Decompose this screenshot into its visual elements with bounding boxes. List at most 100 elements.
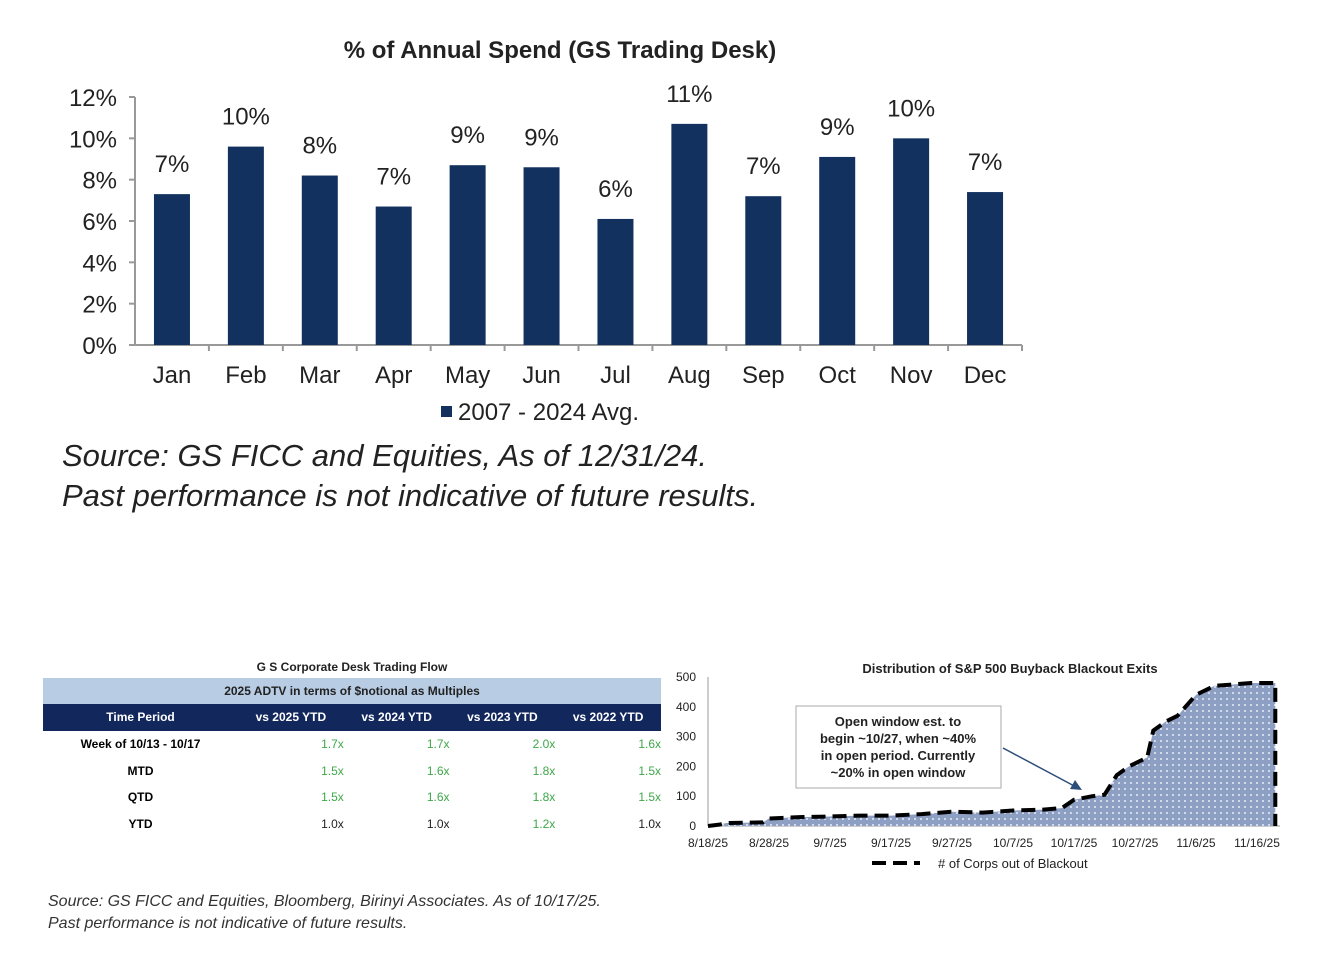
table-row: MTD 1.5x 1.6x 1.8x 1.5x <box>43 758 662 785</box>
y-tick-label: 4% <box>82 250 117 277</box>
table-cell: 1.6x <box>638 737 661 751</box>
series-line <box>707 681 1278 828</box>
table-cell: 1.6x <box>426 790 450 804</box>
table-cell: 1.5x <box>638 763 661 778</box>
table-row: YTD 1.0x 1.0x 1.2x 1.0x <box>43 811 662 838</box>
table-header: Time Period vs 2025 YTD vs 2024 YTD vs 2023… <box>43 704 661 731</box>
chart-title: Distribution of S&P 500 Buyback Blackout… <box>862 661 1157 676</box>
disclaimer-line: Past performance is not indicative of fu… <box>62 478 759 513</box>
annotation-text: Open window est. to <box>835 714 961 729</box>
data-label: 10% <box>222 104 270 131</box>
table-cell: 1.7x <box>426 737 450 751</box>
legend-label: 2007 - 2024 Avg. <box>458 399 639 426</box>
row-label: MTD <box>127 763 154 778</box>
table-title: G S Corporate Desk Trading Flow <box>256 660 448 674</box>
bar-feb <box>227 146 264 345</box>
x-tick-label: Mar <box>299 362 340 389</box>
x-tick-label: Nov <box>890 362 933 389</box>
y-tick-label: 12% <box>69 85 117 112</box>
y-tick-label: 10% <box>69 126 117 153</box>
data-label: 7% <box>968 149 1003 176</box>
bar-aug <box>671 123 708 345</box>
table-cell: 1.0x <box>638 816 661 831</box>
bar-jul <box>597 218 634 345</box>
x-tick-label: May <box>445 362 490 389</box>
table-cell: 1.0x <box>321 816 344 831</box>
table-cell: 1.2x <box>532 816 556 831</box>
table-cell: 1.8x <box>532 790 556 804</box>
annotation-text: ~20% in open window <box>831 765 967 780</box>
y-tick-label: 8% <box>82 168 117 195</box>
arrow-head <box>1070 780 1082 790</box>
monthly-spend-chart: % of Annual Spend (GS Trading Desk) 0% 2% 4… <box>69 37 1023 426</box>
bar-jun <box>523 167 560 345</box>
x-tick-label: Aug <box>668 362 711 389</box>
annotation-box <box>795 705 1002 789</box>
table-cell: 2.0x <box>532 737 556 751</box>
legend-swatch <box>441 406 452 417</box>
annotation-text: begin ~10/27, when ~40% <box>820 731 977 746</box>
source-line: Source: GS FICC and Equities, Bloomberg,… <box>48 893 601 910</box>
table-cell: 1.8x <box>532 763 556 778</box>
data-label: 6% <box>598 176 633 203</box>
column-header: Time Period <box>106 710 175 724</box>
y-tick-label: 0% <box>82 333 117 360</box>
x-tick-label: 9/27/25 <box>932 836 972 850</box>
y-tick-label: 400 <box>676 700 696 714</box>
chart-title: % of Annual Spend (GS Trading Desk) <box>344 37 776 64</box>
x-tick-label: 9/7/25 <box>813 836 847 850</box>
bar-may <box>449 165 486 345</box>
y-tick-label: 6% <box>82 209 117 236</box>
y-tick-label: 2% <box>82 292 117 319</box>
bar-apr <box>375 206 412 345</box>
annotation-text: in open period. Currently <box>821 748 976 763</box>
x-tick-label: 9/17/25 <box>871 836 911 850</box>
trading-flow-table: G S Corporate Desk Trading Flow 2025 ADT… <box>43 658 661 837</box>
source-line: Source: GS FICC and Equities, As of 12/3… <box>62 438 708 473</box>
table-cell: 1.5x <box>638 790 661 804</box>
x-tick-label: 8/18/25 <box>688 836 728 850</box>
source-note-bottom: Source: GS FICC and Equities, Bloomberg,… <box>48 891 601 935</box>
x-tick-label: Apr <box>375 362 412 389</box>
table-cell: 1.0x <box>426 816 450 831</box>
x-tick-label: Sep <box>742 362 785 389</box>
table-cell: 1.6x <box>426 763 450 778</box>
x-tick-label: 8/28/25 <box>749 836 789 850</box>
data-label: 7% <box>376 164 411 191</box>
y-tick-label: 200 <box>676 759 696 773</box>
bar-mar <box>301 175 338 345</box>
y-tick-label: 500 <box>676 670 696 684</box>
data-label: 7% <box>746 153 781 180</box>
x-tick-label: 10/17/25 <box>1051 836 1098 850</box>
x-tick-label: Jun <box>522 362 561 389</box>
bar-oct <box>819 156 856 345</box>
column-header: vs 2022 YTD <box>572 710 644 724</box>
data-label: 9% <box>524 124 559 151</box>
x-tick-label: 10/7/25 <box>993 836 1033 850</box>
area-fill <box>708 683 1276 826</box>
disclaimer-line: Past performance is not indicative of fu… <box>48 915 408 932</box>
bar-jan <box>153 194 190 345</box>
x-tick-label: Feb <box>225 362 266 389</box>
table-cell: 1.5x <box>321 763 344 778</box>
annotation-arrow <box>1002 747 1079 789</box>
row-label: Week of 10/13 - 10/17 <box>80 737 201 751</box>
x-tick-label: 11/16/25 <box>1234 836 1280 850</box>
legend-label: # of Corps out of Blackout <box>938 856 1088 871</box>
data-label: 9% <box>820 114 855 141</box>
row-label: QTD <box>127 790 154 804</box>
x-tick-label: Dec <box>964 362 1007 389</box>
table-row: QTD 1.5x 1.6x 1.8x 1.5x <box>43 784 661 811</box>
table-cell: 1.7x <box>321 737 344 751</box>
row-label: YTD <box>128 816 153 831</box>
x-tick-label: Oct <box>819 362 857 389</box>
x-tick-label: Jul <box>600 362 631 389</box>
y-tick-label: 0 <box>689 819 696 833</box>
table-cell: 1.5x <box>321 790 344 804</box>
column-header: vs 2023 YTD <box>467 710 538 724</box>
x-tick-label: 10/27/25 <box>1112 836 1159 850</box>
column-header: vs 2024 YTD <box>361 710 432 724</box>
x-tick-label: 11/6/25 <box>1176 836 1215 850</box>
column-header: vs 2025 YTD <box>255 710 327 724</box>
data-label: 7% <box>155 151 190 178</box>
